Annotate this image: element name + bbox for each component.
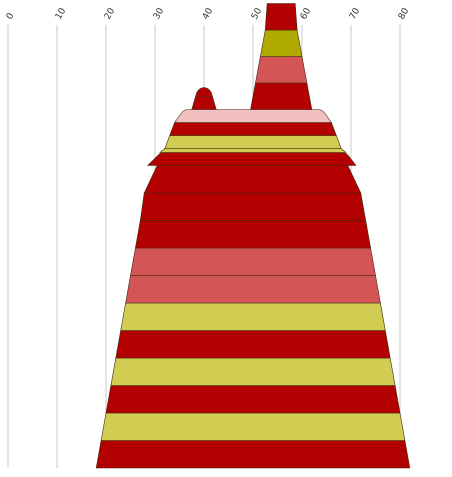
main-band-8: [135, 220, 371, 249]
main-band-7: [130, 247, 376, 276]
tick-layer: 0 10 20 30 40 50 60 70 80: [5, 6, 412, 21]
x-tick-label-50: 50: [250, 6, 265, 21]
right-peak-band-1: [255, 56, 308, 84]
x-tick-label-20: 20: [103, 6, 118, 21]
upper-band-0: [146, 152, 357, 166]
right-peak-band-0: [250, 82, 313, 110]
main-band-1: [100, 412, 406, 441]
x-tick-label-40: 40: [201, 6, 216, 21]
main-band-3: [110, 357, 396, 386]
x-tick-label-80: 80: [397, 6, 412, 21]
main-band-2: [105, 385, 401, 414]
main-band-5: [120, 302, 386, 331]
main-band-9: [139, 192, 367, 221]
x-tick-label-60: 60: [299, 6, 314, 21]
band-layer: [95, 3, 411, 469]
main-band-4: [115, 330, 391, 359]
main-band-0: [95, 440, 411, 469]
right-peak-band-2: [259, 29, 303, 57]
main-band-6: [125, 275, 381, 304]
main-band-10: [143, 165, 362, 194]
x-tick-label-10: 10: [54, 6, 69, 21]
right-peak-band-3: [264, 3, 298, 31]
upper-band-1: [159, 148, 347, 153]
x-tick-label-70: 70: [348, 6, 363, 21]
upper-band-2: [164, 135, 342, 149]
upper-band-3: [169, 122, 337, 136]
x-tick-label-30: 30: [152, 6, 167, 21]
x-tick-label-0: 0: [5, 11, 17, 21]
upper-band-4: [174, 109, 332, 123]
left-peak-band-0: [191, 87, 217, 110]
